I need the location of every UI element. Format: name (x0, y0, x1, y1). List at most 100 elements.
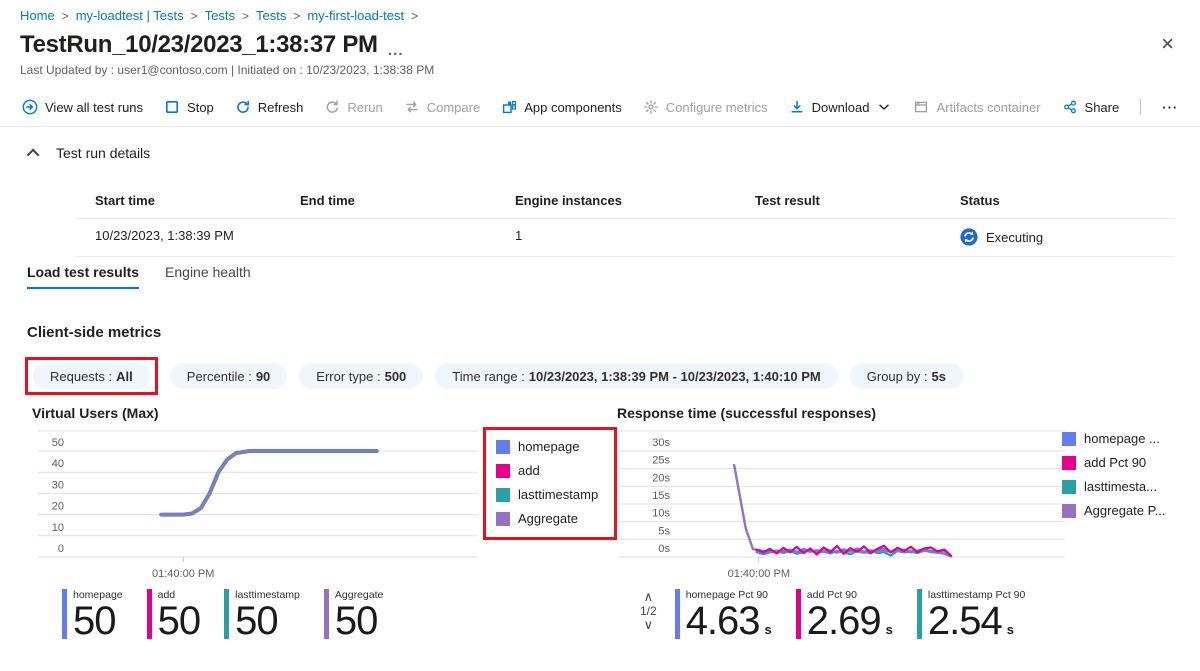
compare-arrows-icon (406, 101, 418, 113)
legend-label: Aggregate P... (1084, 503, 1166, 518)
table-row: 10/23/2023, 1:38:39 PM 1 Executing (75, 219, 1175, 257)
legend-swatch-icon (1062, 455, 1076, 470)
svg-text:0s: 0s (658, 543, 670, 555)
toolbar-configure-metrics: Configure metrics (643, 99, 768, 115)
legend-label: Aggregate (518, 511, 578, 526)
breadcrumb-separator: > (411, 8, 419, 23)
title-more-button[interactable]: ... (388, 42, 404, 59)
toolbar-label: View all test runs (45, 99, 144, 115)
breadcrumb-link-3[interactable]: Tests (255, 8, 287, 23)
stat-label: add (157, 589, 176, 601)
stat-color-bar (224, 589, 230, 639)
chart-title-virtual-users: Virtual Users (Max) (32, 405, 159, 421)
toolbar-app-components[interactable]: App components (501, 99, 622, 115)
stat-value: 2.54 s (927, 599, 1014, 643)
stat-unit: s (1006, 622, 1014, 637)
stat-lasttimestamp: lasttimestamp 50 (224, 589, 300, 641)
svg-text:5s: 5s (658, 525, 670, 537)
pill-value: 90 (255, 368, 271, 384)
legend-item-homepage[interactable]: homepage (496, 439, 598, 454)
stat-value: 50 (235, 599, 278, 643)
virtual-users-legend: homepage add lasttimestamp Aggregate (483, 427, 618, 540)
svg-text:30: 30 (52, 479, 64, 491)
toolbar-label: Configure metrics (665, 99, 768, 115)
stat-color-bar (916, 589, 922, 639)
cell-engine-instances: 1 (515, 228, 523, 243)
breadcrumb-separator: > (190, 8, 198, 23)
svg-text:10s: 10s (652, 508, 670, 520)
svg-text:25s: 25s (652, 455, 670, 467)
metrics-heading: Client-side metrics (27, 324, 162, 341)
pager-down-icon[interactable]: ∨ (643, 617, 654, 632)
stat-label: lasttimestamp (235, 589, 300, 601)
svg-text:50: 50 (52, 437, 64, 449)
stat-color-bar (795, 589, 801, 639)
tab-load-test-results[interactable]: Load test results (27, 264, 140, 289)
pill-label: Percentile : (186, 368, 252, 384)
filter-pills: Requests : All Percentile :90 Error type :5… (25, 357, 963, 395)
toolbar-divider (0, 126, 1200, 127)
legend-item-homepage-[interactable]: homepage ... (1062, 431, 1165, 446)
response-time-stats: ∧ 1/2 ∨ homepage Pct 90 4.63 s add Pct 90 2.… (640, 589, 1025, 650)
legend-swatch-icon (496, 463, 510, 478)
close-icon[interactable]: × (1161, 31, 1174, 56)
filter-pill-group-by[interactable]: Group by :5s (849, 363, 963, 389)
app-grid-icon (503, 100, 517, 114)
legend-item-add-pct-90[interactable]: add Pct 90 (1062, 455, 1165, 470)
toolbar-label: App components (524, 99, 622, 115)
stat-label: homepage (73, 589, 123, 601)
legend-label: homepage (518, 439, 580, 454)
breadcrumb-link-1[interactable]: my-loadtest | Tests (75, 8, 184, 23)
pager-up-icon[interactable]: ∧ (643, 589, 654, 604)
legend-label: add (518, 463, 540, 478)
breadcrumb-link-4[interactable]: my-first-load-test (307, 8, 405, 23)
toolbar-view-all-test-runs[interactable]: View all test runs (22, 99, 143, 115)
toolbar-overflow-icon[interactable]: ··· (1162, 99, 1179, 115)
cell-status: Executing (940, 219, 1175, 256)
legend-item-add[interactable]: add (496, 463, 598, 478)
filter-pill-time-range[interactable]: Time range :10/23/2023, 1:38:39 PM - 10/… (435, 363, 838, 389)
svg-text:10: 10 (52, 522, 64, 534)
legend-item-aggregate-p-[interactable]: Aggregate P... (1062, 503, 1165, 518)
tab-engine-health[interactable]: Engine health (165, 264, 251, 280)
pill-label: Error type : (316, 368, 381, 384)
legend-swatch-icon (1062, 503, 1076, 518)
chevron-up-icon (26, 148, 40, 161)
toolbar-refresh[interactable]: Refresh (235, 99, 303, 115)
test-run-details-toggle[interactable]: Test run details (26, 145, 150, 161)
stat-label: add Pct 90 (806, 589, 857, 601)
chart-title-response-time: Response time (successful responses) (617, 405, 877, 421)
filter-pill-percentile[interactable]: Percentile :90 (169, 363, 288, 389)
toolbar-label: Rerun (347, 99, 383, 115)
container-box-icon (915, 101, 928, 113)
stat-label: Aggregate (334, 589, 384, 601)
stat-add: add 50 (146, 589, 201, 641)
stat-label: homepage Pct 90 (685, 589, 768, 601)
stop-square-icon (166, 100, 179, 113)
pill-value: 5s (931, 368, 946, 384)
stats-pager: ∧ 1/2 ∨ (640, 589, 657, 631)
pill-label: Group by : (866, 368, 928, 384)
col-status: Status (960, 193, 1000, 208)
legend-label: add Pct 90 (1084, 455, 1147, 470)
filter-pill-error-type[interactable]: Error type :500 (299, 363, 424, 389)
legend-item-lasttimesta-[interactable]: lasttimesta... (1062, 479, 1165, 494)
legend-swatch-icon (496, 511, 510, 526)
status-badge: Executing (986, 229, 1044, 245)
breadcrumb-link-0[interactable]: Home (20, 8, 55, 23)
filter-pill-requests[interactable]: Requests : All (33, 363, 150, 389)
pill-label: Requests : (50, 368, 113, 384)
toolbar-separator (1140, 99, 1142, 115)
response-time-chart: 0s 5s 10s 15s 20s 25s 30s 01:40:00 PM (618, 427, 1065, 587)
toolbar-label: Compare (426, 99, 481, 115)
legend-item-lasttimestamp[interactable]: lasttimestamp (496, 487, 598, 502)
breadcrumb-link-2[interactable]: Tests (204, 8, 235, 23)
legend-item-aggregate[interactable]: Aggregate (496, 511, 598, 526)
share-nodes-icon (1063, 100, 1076, 114)
toolbar-share[interactable]: Share (1062, 99, 1119, 115)
toolbar-download[interactable]: Download (789, 99, 893, 115)
table-header-row: Start time End time Engine instances Tes… (75, 184, 1175, 219)
toolbar-label: Artifacts container (936, 99, 1041, 115)
legend-label: homepage ... (1084, 431, 1160, 446)
toolbar-stop[interactable]: Stop (164, 99, 214, 115)
